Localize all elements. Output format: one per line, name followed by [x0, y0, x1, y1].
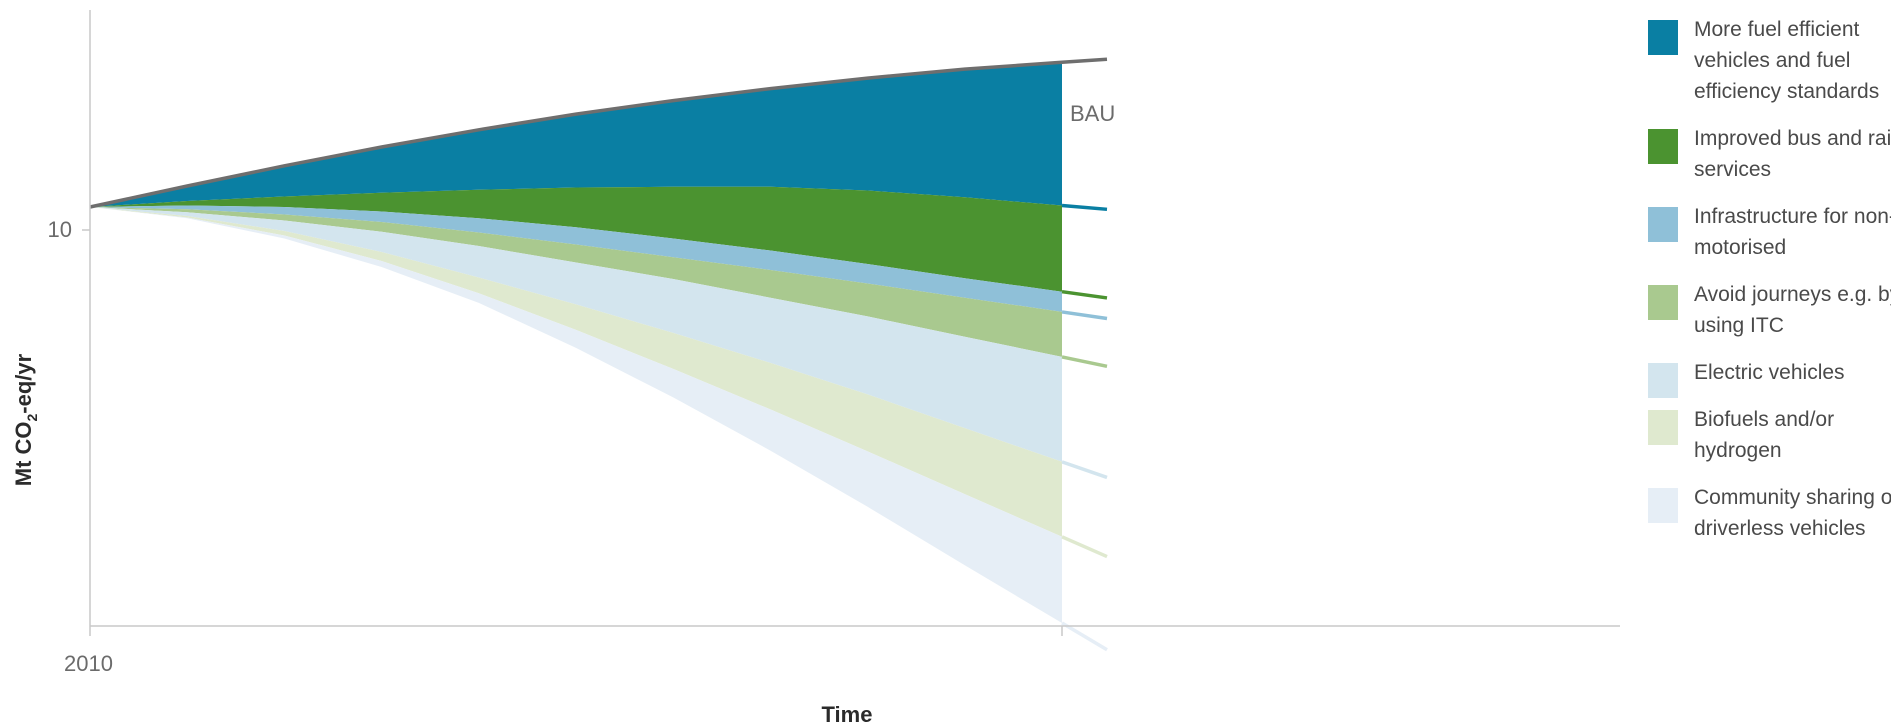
y-tick-label: 10 — [48, 217, 72, 242]
series-end-line-7 — [1061, 621, 1108, 652]
series-end-line-3 — [1061, 310, 1108, 321]
legend-item-7: Community sharing or driverless vehicles — [1648, 482, 1891, 544]
series-end-line-6 — [1061, 535, 1108, 559]
legend-label-7: Community sharing or driverless vehicles — [1694, 486, 1891, 540]
legend-label-2: Improved bus and rail services — [1694, 127, 1891, 181]
area-band-2 — [90, 186, 1062, 292]
series-end-line-5 — [1061, 460, 1108, 480]
legend-item-5: Electric vehicles — [1648, 357, 1891, 398]
series-end-line-1 — [1061, 203, 1108, 212]
legend-swatch-3 — [1648, 207, 1678, 242]
stacked-areas — [90, 62, 1062, 623]
legend-swatch-2 — [1648, 129, 1678, 164]
legend-item-3: Infrastructure for non-motorised — [1648, 201, 1891, 263]
legend-label-3: Infrastructure for non-motorised — [1694, 205, 1891, 259]
legend-item-4: Avoid journeys e.g. by using ITC — [1648, 279, 1891, 341]
legend-swatch-5 — [1648, 363, 1678, 398]
legend-swatch-7 — [1648, 488, 1678, 523]
y-axis-title-subscript: 2 — [24, 413, 40, 421]
bau-label: BAU — [1070, 101, 1115, 126]
area-band-5 — [90, 207, 1062, 462]
legend-item-6: Biofuels and/or hydrogen — [1648, 404, 1891, 466]
y-axis-title-rest: -eq/yr — [11, 353, 36, 413]
x-tick-label: 2010 — [64, 651, 113, 676]
series-end-line-2 — [1061, 289, 1108, 300]
legend-item-2: Improved bus and rail services — [1648, 123, 1891, 185]
legend-swatch-1 — [1648, 20, 1678, 55]
legend-item-1: More fuel efficient vehicles and fuel ef… — [1648, 14, 1891, 107]
legend-swatch-4 — [1648, 285, 1678, 320]
legend-label-4: Avoid journeys e.g. by using ITC — [1694, 283, 1891, 337]
series-end-line-4 — [1061, 355, 1108, 368]
bau-line — [89, 57, 1108, 209]
y-axis-title-main: Mt CO — [11, 421, 36, 486]
x-axis-title: Time — [822, 702, 873, 725]
legend-label-1: More fuel efficient vehicles and fuel ef… — [1694, 18, 1880, 103]
area-band-1 — [90, 62, 1062, 207]
legend-label-6: Biofuels and/or hydrogen — [1694, 408, 1835, 462]
chart-legend: More fuel efficient vehicles and fuel ef… — [1648, 14, 1891, 560]
legend-label-5: Electric vehicles — [1694, 361, 1845, 384]
legend-swatch-6 — [1648, 410, 1678, 445]
series-edge-lines — [89, 57, 1108, 652]
y-axis-title: Mt CO2-eq/yr — [11, 353, 40, 486]
